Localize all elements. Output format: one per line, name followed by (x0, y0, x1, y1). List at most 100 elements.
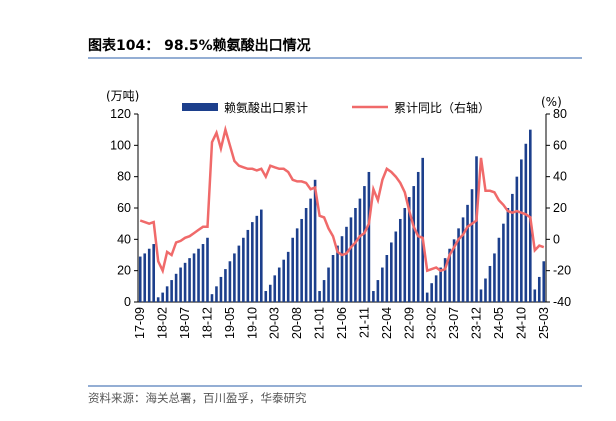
bar (479, 289, 483, 302)
bar (502, 223, 505, 302)
bar (210, 294, 214, 302)
x-tick-label: 18-12 (200, 307, 214, 339)
bar (533, 289, 537, 302)
bar (542, 261, 546, 302)
x-tick-label: 20-08 (290, 307, 304, 339)
chart-title: 图表104： 98.5%赖氨酸出口情况 (88, 37, 311, 54)
x-tick-label: 18-07 (178, 307, 192, 339)
bar (511, 193, 514, 302)
bar (398, 218, 402, 302)
bar (273, 275, 277, 302)
bar (515, 176, 519, 302)
bar (452, 239, 456, 302)
bar (421, 157, 425, 302)
bar (188, 258, 191, 302)
bar (268, 284, 272, 302)
bar (161, 292, 164, 302)
x-tick-label: 24-05 (492, 307, 506, 339)
bar (286, 251, 290, 302)
bar (529, 129, 532, 302)
bar (363, 186, 366, 302)
x-tick-label: 21-01 (313, 307, 327, 339)
bar (277, 267, 281, 302)
bar (537, 276, 541, 302)
bar (372, 291, 375, 302)
bar (228, 261, 232, 302)
bar (466, 204, 469, 302)
bar (497, 237, 501, 302)
bar (183, 262, 187, 302)
bar (237, 245, 241, 302)
y2-tick-label: -20 (553, 264, 571, 278)
y-tick-label: 100 (110, 138, 131, 152)
bar (215, 286, 218, 302)
bar (434, 275, 438, 302)
legend-label: 赖氨酸出口累计 (224, 100, 308, 115)
y-tick-label: 80 (117, 170, 131, 184)
bar (470, 189, 474, 302)
bar (327, 267, 330, 302)
bar (484, 278, 487, 302)
bar (201, 244, 205, 302)
y-axis-label: (万吨) (106, 89, 139, 103)
bar (242, 237, 245, 302)
y2-tick-label: 0 (553, 232, 560, 246)
x-tick-label: 19-05 (223, 307, 237, 339)
bar (345, 226, 348, 302)
y2-tick-label: -40 (553, 295, 571, 309)
bar (143, 253, 147, 302)
x-tick-label: 19-10 (245, 307, 259, 339)
y-tick-label: 120 (110, 107, 131, 121)
bar (488, 265, 492, 302)
bar (255, 215, 259, 302)
bar (264, 291, 268, 302)
bar (224, 269, 227, 302)
y-tick-label: 20 (117, 264, 131, 278)
x-tick-label: 20-03 (268, 307, 282, 339)
bar (219, 276, 223, 302)
y-tick-label: 0 (124, 295, 131, 309)
x-tick-label: 24-10 (514, 307, 528, 339)
bar (475, 156, 478, 302)
y2-tick-label: 80 (553, 107, 567, 121)
bar (295, 228, 299, 302)
x-tick-label: 21-11 (357, 307, 371, 338)
bar (381, 267, 384, 302)
bar (246, 229, 250, 302)
legend-label: 累计同比（右轴） (394, 100, 490, 115)
bar (170, 280, 173, 302)
bar (448, 248, 451, 302)
bar (282, 259, 286, 302)
line-series (139, 124, 545, 275)
bar (192, 253, 196, 302)
bar (147, 248, 151, 302)
bar (331, 255, 335, 302)
bar (259, 209, 263, 302)
x-tick-label: 25-03 (537, 307, 551, 339)
bar (407, 197, 411, 302)
bar (385, 255, 389, 302)
x-tick-label: 23-02 (425, 307, 439, 339)
bar (251, 222, 254, 302)
bar (309, 198, 312, 302)
bar (443, 258, 447, 302)
bar (394, 231, 398, 302)
bar (152, 244, 155, 302)
bar (349, 217, 353, 302)
bar (304, 208, 308, 302)
bar (430, 283, 433, 302)
bar (520, 159, 523, 302)
bar (524, 143, 528, 302)
bar (412, 186, 416, 302)
bar (358, 198, 362, 302)
bar (174, 273, 178, 302)
bar (313, 179, 317, 302)
legend-swatch (182, 103, 218, 111)
bar (206, 237, 209, 302)
x-tick-label: 22-09 (402, 307, 416, 339)
y2-axis-label: (%) (541, 95, 562, 109)
x-tick-label: 21-06 (335, 307, 349, 339)
bar (457, 228, 460, 302)
bar (300, 218, 303, 302)
